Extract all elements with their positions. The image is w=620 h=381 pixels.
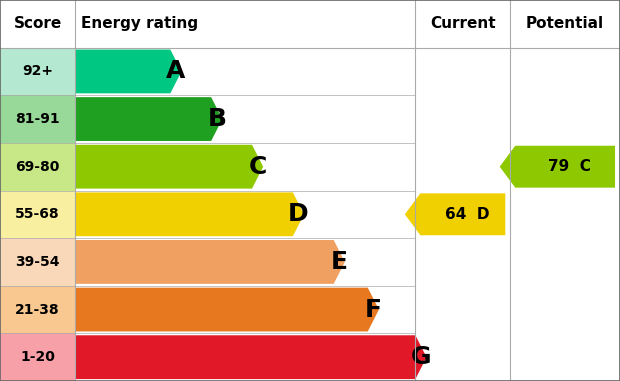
Polygon shape — [75, 335, 427, 379]
Polygon shape — [75, 50, 182, 93]
Polygon shape — [405, 194, 505, 235]
Text: B: B — [207, 107, 226, 131]
Polygon shape — [75, 288, 379, 331]
Bar — [0, 333, 75, 381]
Text: 55-68: 55-68 — [16, 207, 60, 221]
Text: Score: Score — [14, 16, 61, 31]
Text: 79  C: 79 C — [548, 159, 591, 174]
Polygon shape — [75, 145, 263, 189]
Text: E: E — [331, 250, 348, 274]
Text: 39-54: 39-54 — [16, 255, 60, 269]
Text: G: G — [410, 345, 432, 369]
Bar — [0, 286, 75, 333]
Text: Energy rating: Energy rating — [81, 16, 198, 31]
Bar — [0, 95, 75, 143]
Polygon shape — [75, 97, 223, 141]
Bar — [0, 48, 75, 95]
Text: Potential: Potential — [526, 16, 604, 31]
Bar — [0, 238, 75, 286]
Bar — [0, 143, 75, 190]
Polygon shape — [500, 146, 615, 188]
Text: 69-80: 69-80 — [16, 160, 60, 174]
Text: 92+: 92+ — [22, 64, 53, 78]
Text: 81-91: 81-91 — [16, 112, 60, 126]
Polygon shape — [75, 192, 304, 236]
Text: A: A — [166, 59, 185, 83]
Text: 21-38: 21-38 — [16, 303, 60, 317]
Text: 64  D: 64 D — [445, 207, 490, 222]
Text: 1-20: 1-20 — [20, 350, 55, 364]
Text: D: D — [288, 202, 309, 226]
Text: F: F — [365, 298, 382, 322]
Text: C: C — [249, 155, 267, 179]
Polygon shape — [75, 240, 345, 284]
Text: Current: Current — [430, 16, 495, 31]
Bar — [0, 190, 75, 238]
